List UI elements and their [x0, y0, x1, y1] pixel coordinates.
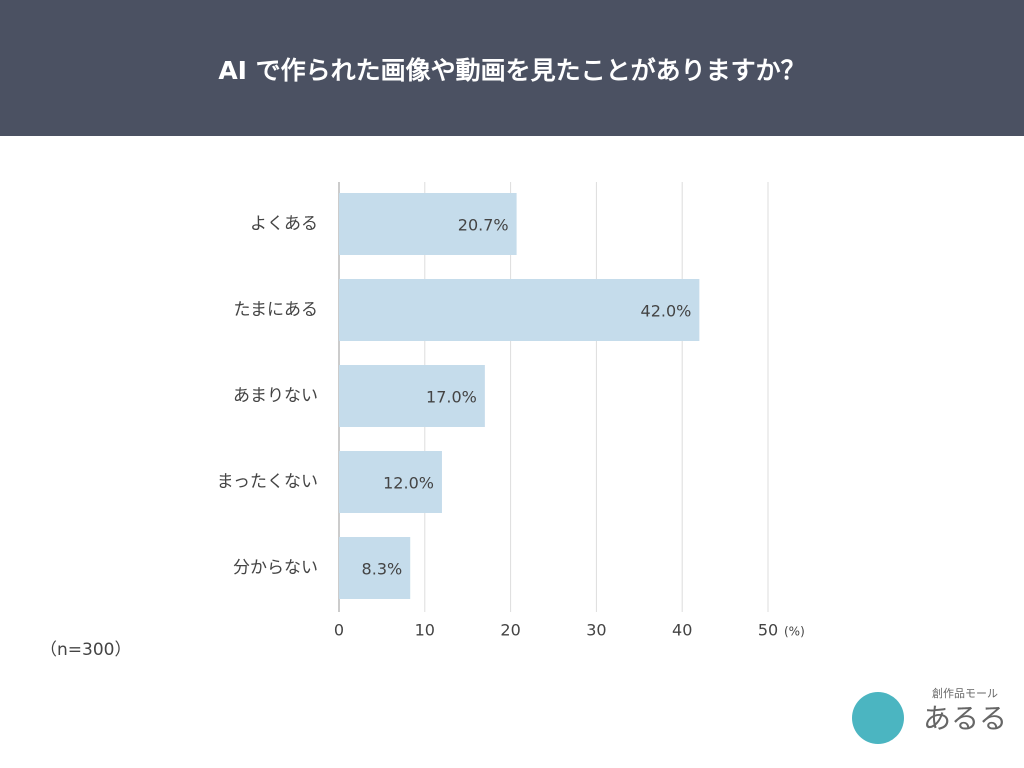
x-tick-label: 10 — [415, 621, 435, 640]
chart-title: AI で作られた画像や動画を見たことがありますか？ — [218, 56, 805, 85]
y-tick-label: 分からない — [233, 558, 318, 578]
value-label: 17.0% — [426, 388, 477, 407]
value-label: 8.3% — [362, 560, 403, 579]
note: （n=300） — [40, 640, 131, 660]
value-label: 20.7% — [458, 216, 509, 235]
y-tick-label: たまにある — [234, 300, 319, 320]
y-tick-label: よくある — [250, 214, 318, 234]
header-band — [0, 0, 1024, 136]
bar — [339, 193, 517, 255]
bar — [339, 279, 700, 341]
y-tick-label: あまりない — [233, 386, 318, 406]
bar — [339, 451, 442, 513]
value-label: 42.0% — [641, 302, 692, 321]
logo-name: あるる — [923, 702, 1007, 735]
bar — [339, 365, 485, 427]
x-unit: (%) — [784, 625, 805, 639]
value-label: 12.0% — [383, 474, 434, 493]
y-tick-label: まったくない — [217, 472, 318, 492]
logo-tagline: 創作品モール — [932, 686, 998, 700]
x-tick-label: 50 — [758, 621, 778, 640]
logo-icon — [852, 692, 904, 744]
x-tick-label: 20 — [500, 621, 520, 640]
x-tick-label: 0 — [334, 621, 344, 640]
x-tick-label: 30 — [586, 621, 606, 640]
x-tick-label: 40 — [672, 621, 692, 640]
bar — [339, 537, 411, 599]
